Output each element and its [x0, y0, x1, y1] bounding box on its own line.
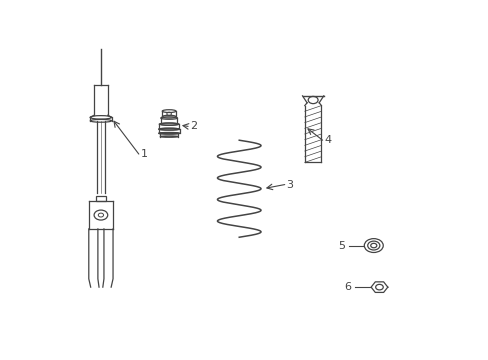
Text: 5: 5: [338, 240, 345, 251]
Text: 4: 4: [324, 135, 331, 145]
Text: 2: 2: [189, 121, 197, 131]
Text: 1: 1: [141, 149, 147, 159]
Text: 6: 6: [344, 282, 350, 292]
Bar: [96, 196, 106, 201]
Text: 3: 3: [286, 180, 293, 190]
